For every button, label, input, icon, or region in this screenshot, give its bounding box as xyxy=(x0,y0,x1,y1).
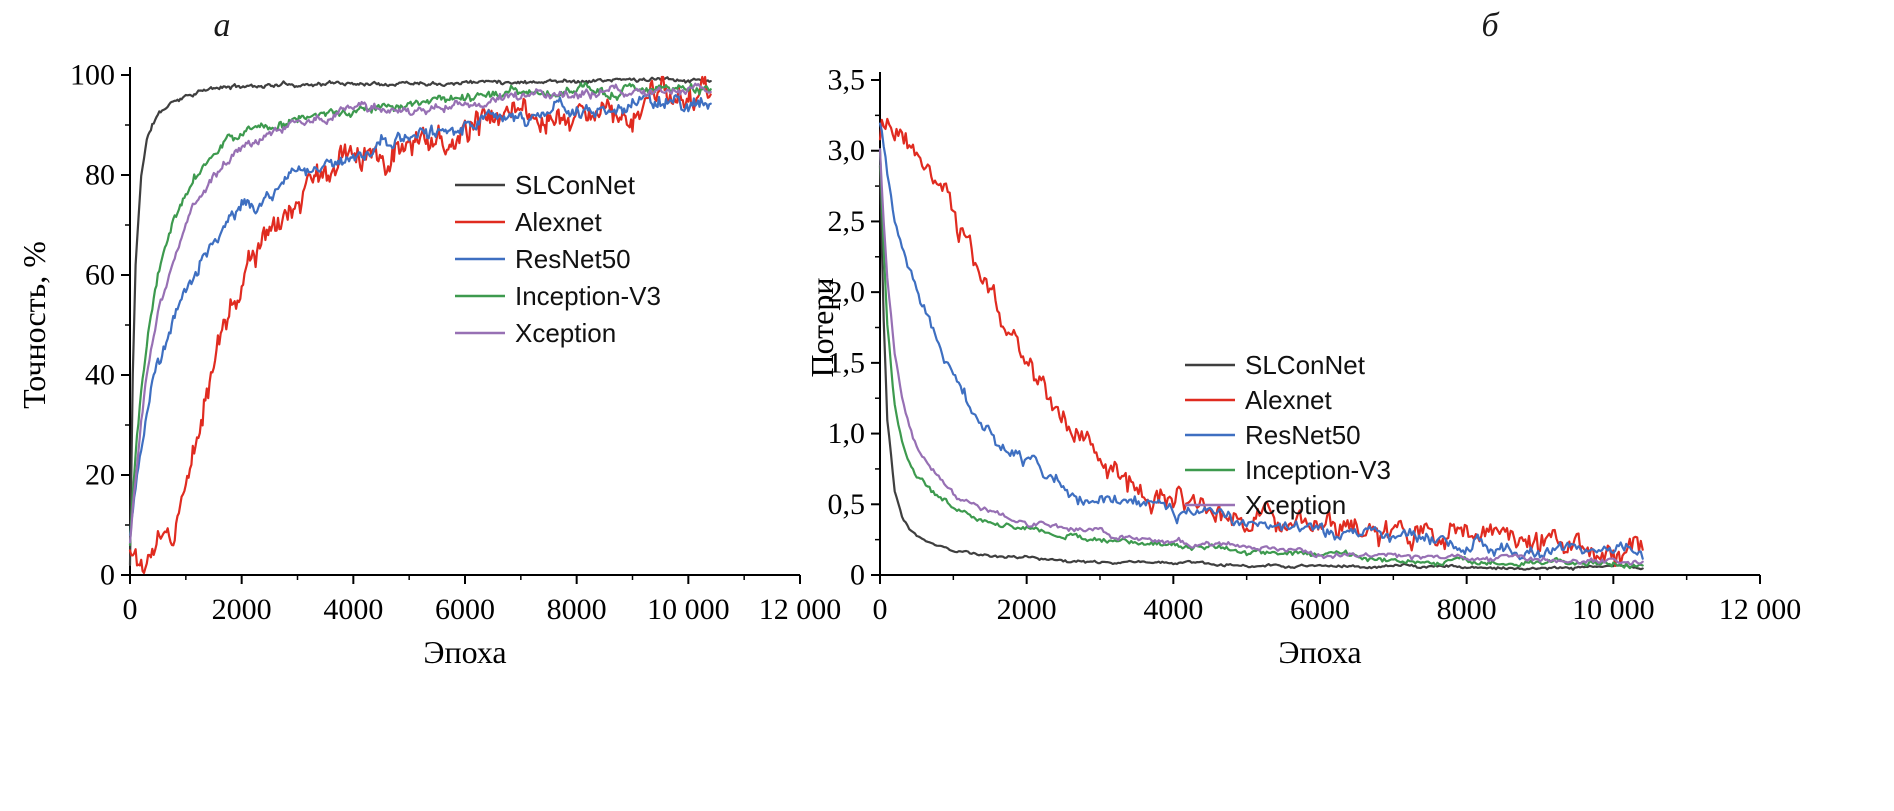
series-line-alexnet xyxy=(878,117,1644,568)
panel-label-a: a xyxy=(214,7,231,44)
legend-label: ResNet50 xyxy=(515,244,631,274)
x-axis-ticks: 0 2000 4000 6000 8000 10 000 12 000 xyxy=(123,575,842,626)
series-line-xception xyxy=(128,82,712,544)
y-tick-label: 2,5 xyxy=(828,205,866,238)
legend-item-alexnet: Alexnet xyxy=(1185,385,1332,415)
x-tick-label: 0 xyxy=(873,593,888,626)
legend-label: ResNet50 xyxy=(1245,420,1361,450)
x-tick-label: 2000 xyxy=(997,593,1057,626)
legend-item-alexnet: Alexnet xyxy=(455,207,602,237)
legend-item-inception-v3: Inception-V3 xyxy=(1185,455,1391,485)
x-axis-title: Эпоха xyxy=(1278,634,1361,670)
legend-item-slconnet: SLConNet xyxy=(455,170,636,200)
legend-item-inception-v3: Inception-V3 xyxy=(455,281,661,311)
y-axis-ticks: 0 0,5 1,0 1,5 2,0 2,5 3,0 3,5 xyxy=(828,64,880,592)
series-lines xyxy=(128,75,712,575)
y-tick-label: 40 xyxy=(85,359,115,392)
minor-ticks xyxy=(875,114,1688,580)
legend: SLConNet Alexnet ResNet50 Inception-V3 Xcept… xyxy=(1185,350,1391,520)
legend-item-resnet50: ResNet50 xyxy=(1185,420,1361,450)
x-tick-label: 8000 xyxy=(547,593,607,626)
series-lines xyxy=(878,117,1644,571)
minor-ticks xyxy=(125,124,745,580)
y-tick-label: 100 xyxy=(70,59,115,92)
legend-item-slconnet: SLConNet xyxy=(1185,350,1366,380)
x-axis-title: Эпоха xyxy=(423,634,506,670)
panel-label-b: б xyxy=(1481,7,1500,44)
x-tick-label: 4000 xyxy=(1143,593,1203,626)
legend-label: SLConNet xyxy=(515,170,636,200)
series-line-resnet50 xyxy=(878,122,1644,561)
y-tick-label: 2,0 xyxy=(828,276,866,309)
y-tick-label: 1,5 xyxy=(828,346,866,379)
legend-label: Xception xyxy=(515,318,616,348)
x-tick-label: 4000 xyxy=(323,593,383,626)
y-tick-label: 60 xyxy=(85,259,115,292)
legend-item-xception: Xception xyxy=(455,318,616,348)
series-line-inception-v3 xyxy=(878,148,1644,570)
y-tick-label: 3,0 xyxy=(828,134,866,167)
y-tick-label: 20 xyxy=(85,459,115,492)
x-tick-label: 0 xyxy=(123,593,138,626)
legend-label: Inception-V3 xyxy=(515,281,661,311)
series-line-resnet50 xyxy=(128,93,712,537)
axes xyxy=(129,67,800,576)
legend-item-xception: Xception xyxy=(1185,490,1346,520)
y-tick-label: 0 xyxy=(100,559,115,592)
x-tick-label: 2000 xyxy=(212,593,272,626)
y-tick-label: 0 xyxy=(850,559,865,592)
y-axis-title: Потери xyxy=(804,278,840,378)
y-tick-label: 80 xyxy=(85,159,115,192)
x-tick-label: 10 000 xyxy=(1572,593,1655,626)
y-tick-label: 1,0 xyxy=(828,417,866,450)
y-tick-label: 0,5 xyxy=(828,488,866,521)
legend-label: SLConNet xyxy=(1245,350,1366,380)
y-tick-label: 3,5 xyxy=(828,64,866,97)
legend: SLConNet Alexnet ResNet50 Inception-V3 Xcept… xyxy=(455,170,661,348)
series-line-inception-v3 xyxy=(128,81,712,547)
x-tick-label: 6000 xyxy=(435,593,495,626)
x-tick-label: 12 000 xyxy=(759,593,842,626)
x-tick-label: 12 000 xyxy=(1719,593,1802,626)
legend-item-resnet50: ResNet50 xyxy=(455,244,631,274)
x-tick-label: 10 000 xyxy=(647,593,730,626)
legend-label: Xception xyxy=(1245,490,1346,520)
series-line-xception xyxy=(878,148,1644,566)
series-line-slconnet xyxy=(878,164,1644,571)
x-tick-label: 8000 xyxy=(1437,593,1497,626)
x-tick-label: 6000 xyxy=(1290,593,1350,626)
series-line-alexnet xyxy=(128,75,712,575)
x-axis-ticks: 0 2000 4000 6000 8000 10 000 12 000 xyxy=(873,575,1802,626)
series-line-slconnet xyxy=(128,76,712,567)
accuracy-chart: 0 2000 4000 6000 8000 10 000 12 000 0 20 40 60 80 10… xyxy=(16,59,841,671)
legend-label: Inception-V3 xyxy=(1245,455,1391,485)
legend-label: Alexnet xyxy=(1245,385,1332,415)
y-axis-ticks: 0 20 40 60 80 100 xyxy=(70,59,130,592)
loss-chart: 0 2000 4000 6000 8000 10 000 12 000 0 0,5 1,0 1,5 2… xyxy=(804,64,1801,671)
legend-label: Alexnet xyxy=(515,207,602,237)
y-axis-title: Точность, % xyxy=(16,241,52,409)
